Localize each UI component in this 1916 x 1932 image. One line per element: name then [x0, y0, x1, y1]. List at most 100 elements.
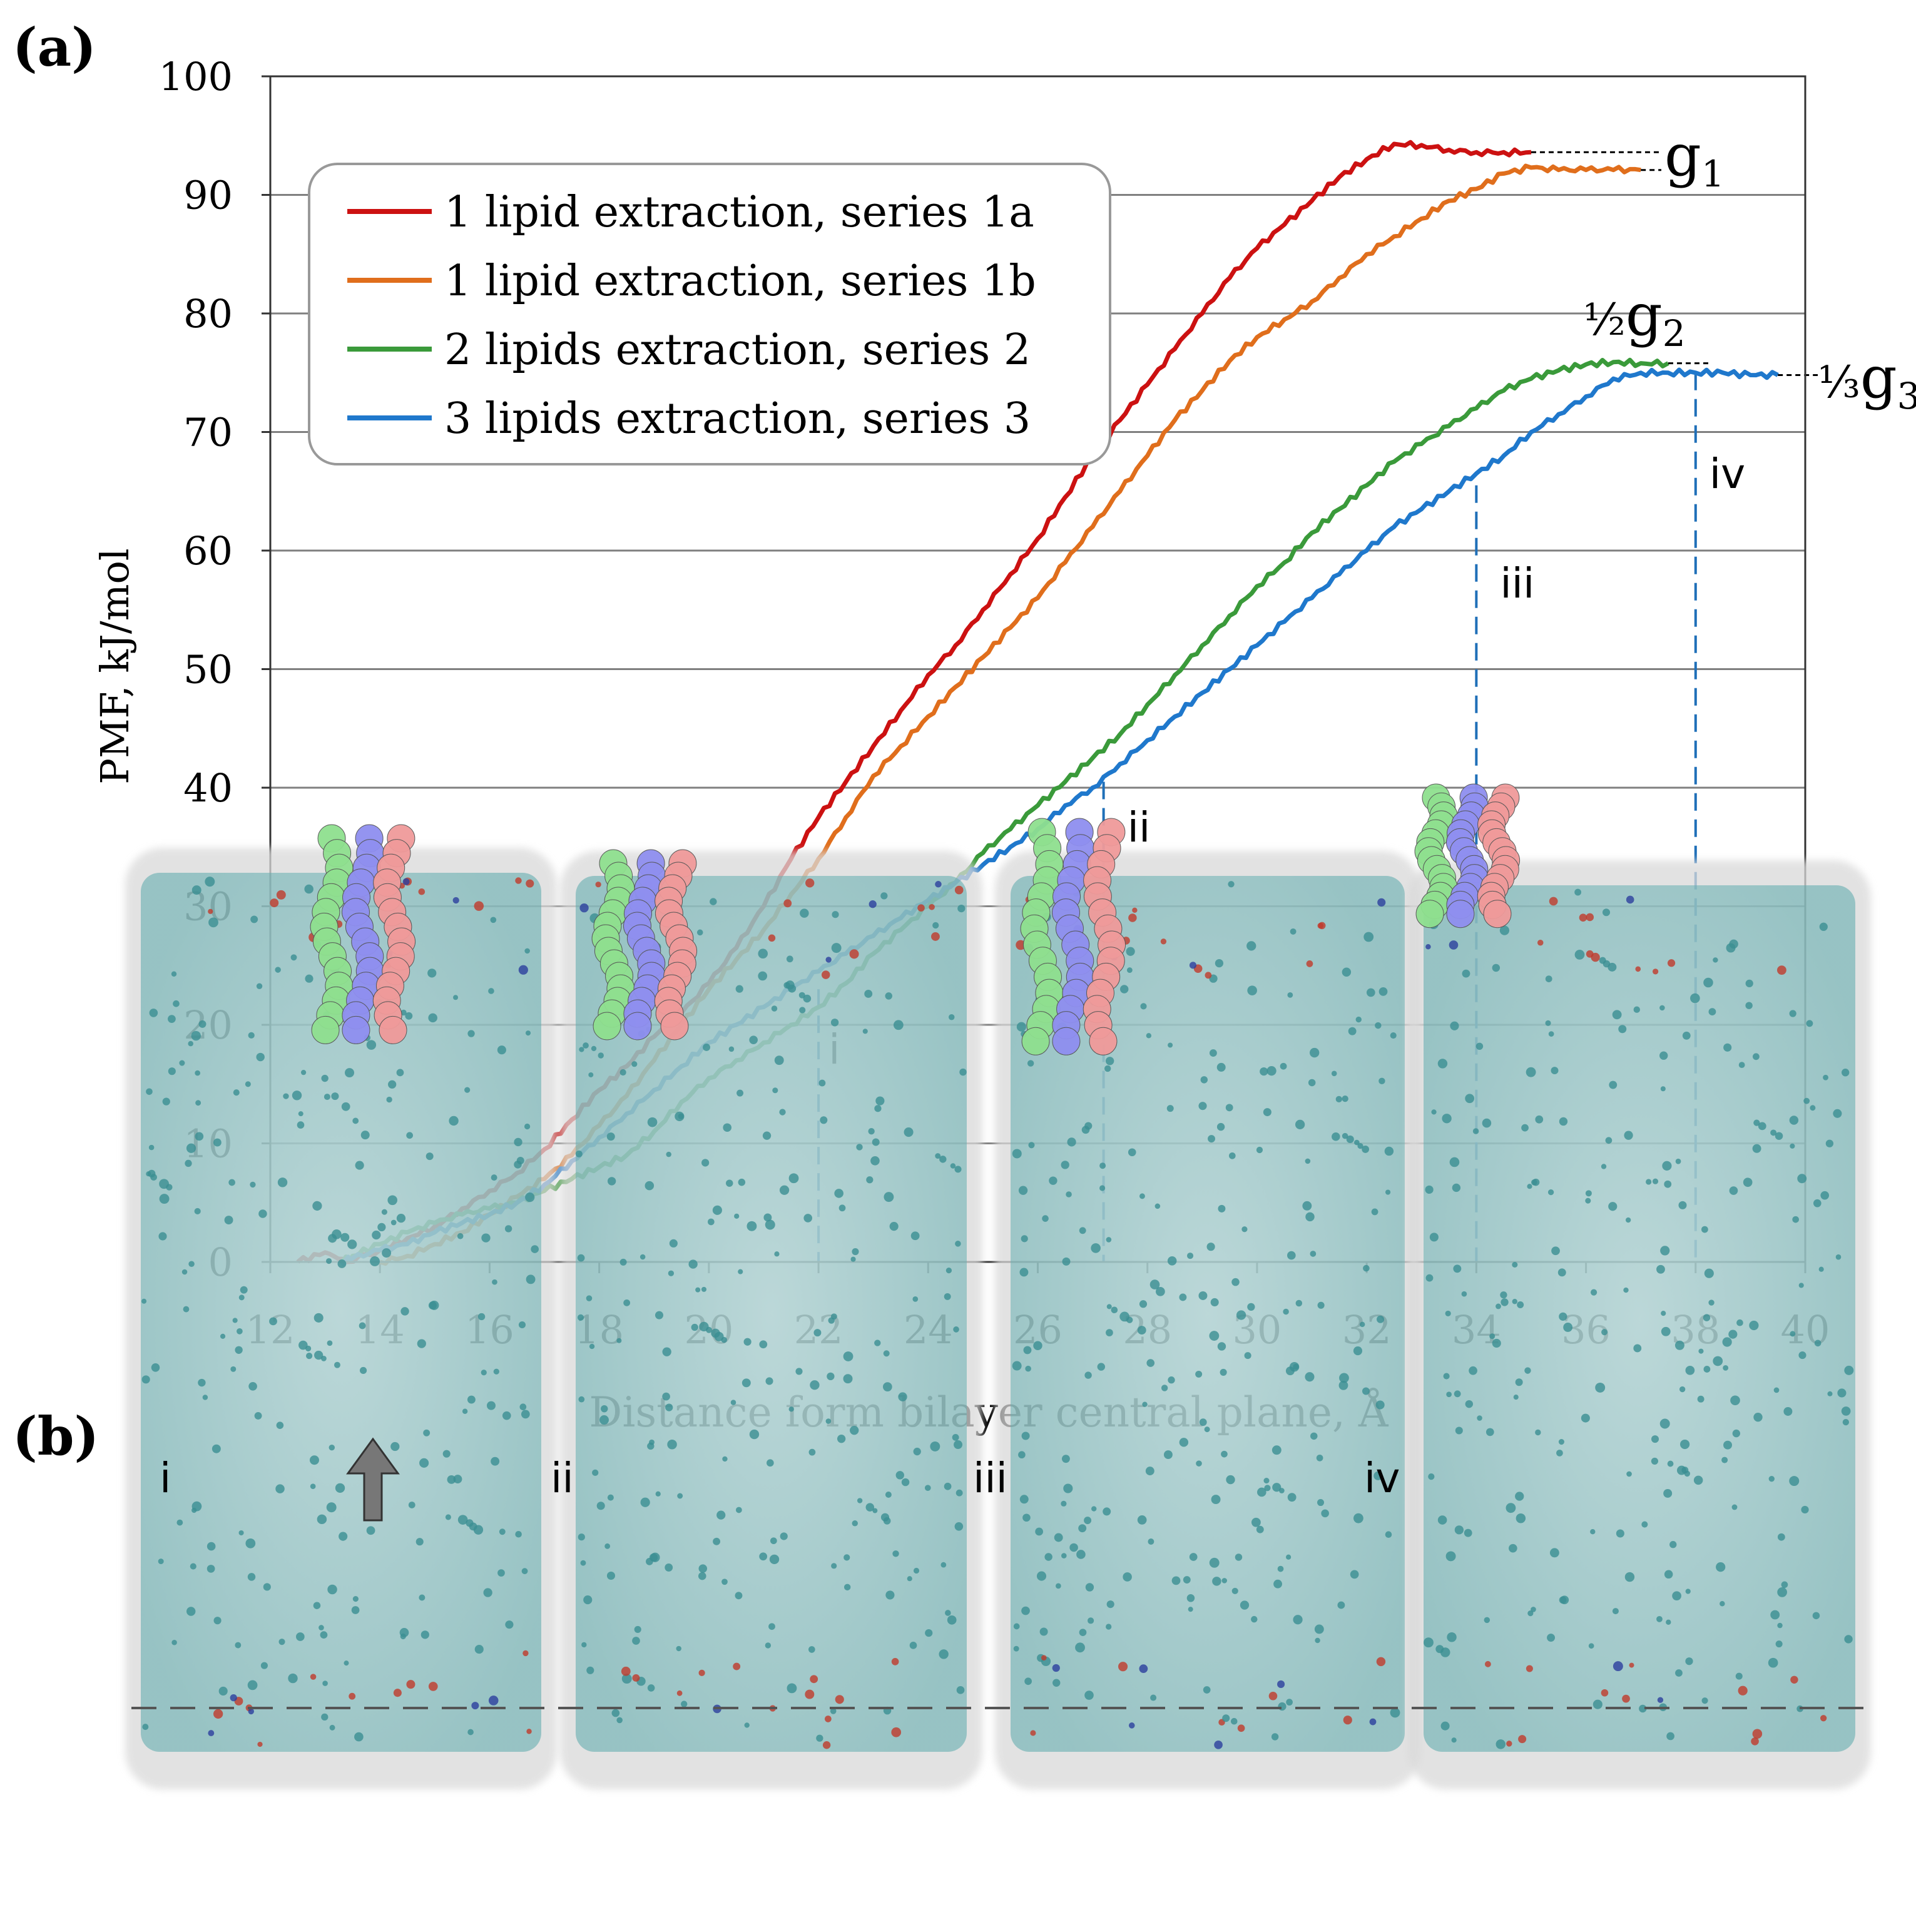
atom	[235, 1642, 242, 1649]
atom	[1171, 1576, 1181, 1585]
atom	[1186, 1253, 1194, 1259]
atom	[1703, 1366, 1711, 1373]
atom	[247, 1680, 258, 1690]
atom	[1812, 1612, 1820, 1620]
atom	[738, 1269, 743, 1274]
atom	[515, 1530, 522, 1538]
atom	[1560, 1595, 1569, 1605]
atom	[1106, 1304, 1112, 1309]
atom	[1273, 1579, 1282, 1589]
atom	[250, 915, 258, 923]
atom	[405, 1012, 413, 1020]
atom	[1477, 1415, 1482, 1421]
atom	[310, 1674, 317, 1680]
atom	[601, 1405, 608, 1413]
atom	[1738, 1062, 1745, 1069]
atom	[1837, 1388, 1847, 1398]
atom	[606, 1571, 616, 1580]
atom	[1160, 938, 1167, 945]
atom	[321, 1074, 329, 1082]
atom	[420, 1630, 429, 1639]
plateau-sub: 1	[1701, 153, 1725, 195]
atom	[904, 1127, 914, 1137]
atom	[1679, 1439, 1690, 1450]
atom	[892, 1550, 899, 1557]
atom	[599, 1415, 609, 1425]
atom	[168, 1015, 176, 1024]
atom	[950, 1163, 956, 1169]
atom	[1104, 1065, 1111, 1072]
atom	[1635, 966, 1641, 972]
atom	[142, 1724, 149, 1731]
atom	[304, 884, 313, 894]
lipid-bead	[1446, 900, 1475, 928]
atom	[1024, 1677, 1032, 1685]
atom	[1305, 1212, 1315, 1222]
atom	[428, 1013, 437, 1023]
atom	[1547, 1189, 1554, 1196]
atom	[492, 1279, 497, 1285]
atom	[862, 1029, 868, 1034]
atom	[190, 1563, 196, 1570]
legend: 1 lipid extraction, series 1a 1 lipid ext…	[308, 163, 1111, 465]
atom	[1641, 1521, 1648, 1528]
atom	[1732, 1429, 1741, 1438]
atom	[843, 1374, 853, 1384]
atom	[695, 1287, 701, 1293]
atom	[1551, 1246, 1560, 1256]
atom	[148, 1144, 155, 1151]
atom	[885, 1590, 895, 1600]
atom	[1516, 1513, 1526, 1523]
atom	[1798, 1283, 1804, 1288]
atom	[1016, 940, 1026, 950]
atom	[1531, 1179, 1537, 1186]
atom	[1390, 1707, 1400, 1718]
atom	[1084, 1371, 1092, 1379]
atom	[406, 1680, 415, 1689]
atom	[525, 1192, 535, 1202]
atom	[1651, 1457, 1659, 1465]
atom	[1835, 1254, 1842, 1260]
atom	[388, 1080, 397, 1089]
atom	[1142, 1401, 1148, 1407]
atom	[805, 1689, 815, 1699]
snapshot-i	[125, 824, 557, 1789]
atom	[366, 1040, 377, 1050]
atom	[850, 1426, 859, 1435]
atom	[744, 1722, 750, 1728]
atom	[1738, 1685, 1748, 1696]
atom	[1667, 959, 1676, 967]
atom	[1331, 1070, 1337, 1077]
atom	[885, 1492, 892, 1498]
atom	[1667, 1460, 1674, 1467]
atom	[320, 1631, 328, 1639]
lipid-bead	[593, 1012, 621, 1040]
atom	[334, 1361, 340, 1368]
atom	[1425, 943, 1431, 950]
atom	[1442, 1114, 1452, 1124]
atom	[326, 1502, 337, 1513]
atom	[1013, 1623, 1020, 1630]
atom	[1084, 1517, 1092, 1525]
atom	[1818, 1266, 1824, 1272]
atom	[1535, 1115, 1544, 1124]
atom	[596, 1502, 605, 1510]
atom	[1518, 1735, 1527, 1744]
atom	[213, 1617, 222, 1625]
atom	[1492, 963, 1501, 972]
atom	[1106, 1329, 1113, 1336]
atom	[1685, 1365, 1695, 1375]
atom	[954, 1522, 964, 1531]
atom	[816, 1734, 823, 1742]
atom	[891, 1658, 899, 1665]
atom	[634, 1625, 641, 1633]
atom	[1260, 1067, 1268, 1076]
atom	[726, 1179, 733, 1187]
atom	[526, 879, 534, 888]
atom	[248, 1381, 257, 1391]
atom	[1295, 1119, 1305, 1129]
atom	[518, 965, 528, 975]
atom	[913, 1447, 921, 1456]
atom	[224, 1216, 233, 1225]
atom	[1675, 1669, 1683, 1677]
